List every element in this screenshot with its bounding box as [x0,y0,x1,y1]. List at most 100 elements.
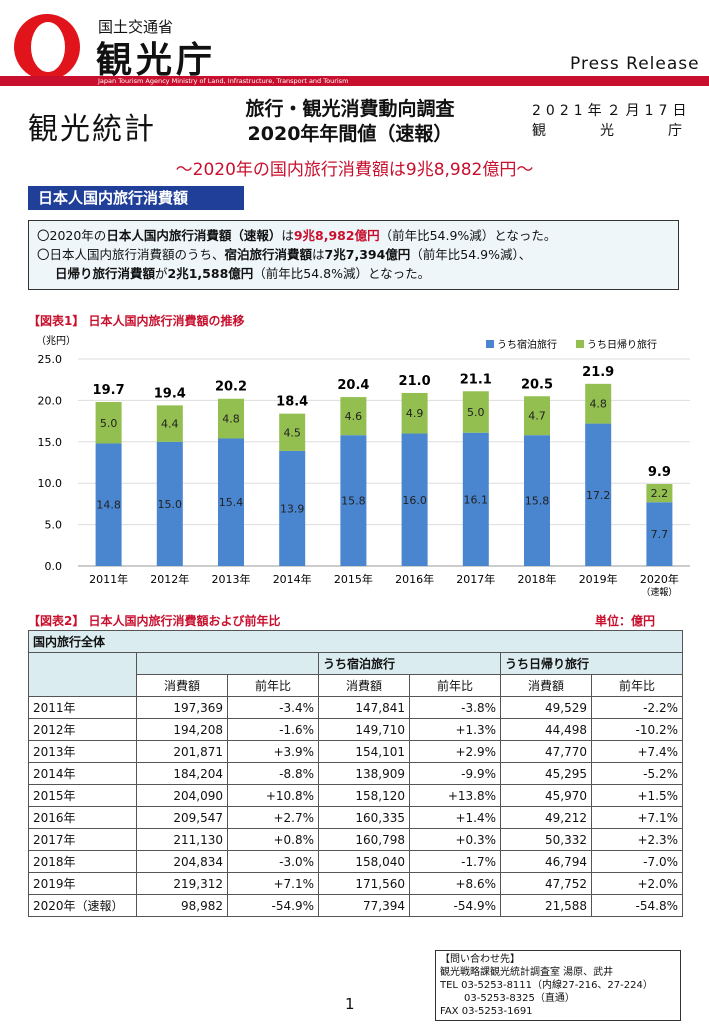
table-cell: 154,101 [318,740,410,763]
contact-line: 03-5253-8325（直通） [464,993,575,1004]
table-cell: -5.2% [591,762,683,785]
col-header: 前年比 [409,674,501,697]
table-cell: -9.9% [409,762,501,785]
contact-line: 観光戦略課観光統計調査室 湯原、武井 [440,967,614,978]
table-row: 2020年（速報） 98,982 -54.9% 77,394 -54.9% 21,588-… [28,894,683,917]
table-cell: +8.6% [409,872,501,895]
x-tick-label: 2016年 [395,572,434,586]
table-cell: +1.4% [409,806,501,829]
x-tick-label: 2015年 [334,572,373,586]
summary-value: 9兆8,982億円 [293,228,380,243]
bar-value-label: 14.8 [96,499,121,512]
bar-total-label: 19.7 [93,383,125,398]
table-cell: 77,394 [318,894,410,917]
table-cell: -2.2% [591,696,683,719]
summary-text: （前年比54.8%減）となった。 [253,266,431,281]
table-cell: 158,120 [318,784,410,807]
table-cell: 201,871 [136,740,228,763]
table-cell: +3.9% [227,740,319,763]
table-cell: 149,710 [318,718,410,741]
table-cell: -54.9% [409,894,501,917]
document-org: 観 光 庁 [532,120,682,140]
bar-value-label: 13.9 [280,502,305,515]
table-cell: +7.1% [591,806,683,829]
bar-total-label: 20.2 [215,380,247,395]
bar-segment [95,443,122,566]
summary-line-1: 〇2020年の日本人国内旅行消費額（速報）は9兆8,982億円（前年比54.9%… [37,226,678,245]
table-cell: -10.2% [591,718,683,741]
bar-value-label: 15.4 [219,496,244,509]
table-cell: 160,335 [318,806,410,829]
legend-swatch [576,340,584,348]
x-tick-label: 2017年 [456,572,495,586]
table-cell: 194,208 [136,718,228,741]
bar-total-label: 21.0 [399,374,431,389]
table-cell: 44,498 [500,718,592,741]
summary-line-2: 〇日本人国内旅行消費額のうち、宿泊旅行消費額は7兆7,394億円（前年比54.9… [37,245,678,264]
row-year: 2011年 [28,696,137,719]
x-tick-label: 2011年 [89,572,128,586]
header-banner [0,76,709,86]
stats-logo: 観光統計 [28,112,156,147]
table-cell: -54.8% [591,894,683,917]
table-group-day: うち日帰り旅行 [500,652,683,675]
table-row: 2016年 209,547 +2.7% 160,335 +1.4% 49,212 +7.1% [28,806,683,829]
table-group-stay: うち宿泊旅行 [318,652,501,675]
y-tick-label: 15.0 [38,436,63,449]
bar-total-label: 21.9 [582,365,614,380]
x-tick-label: 2019年 [579,572,618,586]
bar-segment [279,450,306,566]
row-year: 2013年 [28,740,137,763]
table-cell: 49,529 [500,696,592,719]
table-cell: 46,794 [500,850,592,873]
table-cell: +7.4% [591,740,683,763]
contact-line: 【問い合わせ先】 [440,954,520,965]
y-tick-label: 10.0 [38,477,63,490]
bar-segment [401,392,428,434]
row-year: 2020年（速報） [28,894,137,917]
col-header: 前年比 [227,674,319,697]
table-cell: +2.0% [591,872,683,895]
document-title: 旅行・観光消費動向調査 2020年年間値（速報） [200,97,500,147]
bar-segment [218,398,244,439]
col-header: 消費額 [136,674,228,697]
bar-total-label: 9.9 [648,465,671,480]
summary-bold: 宿泊旅行消費額 [224,247,313,262]
document-date: 2021年２月17日 [532,103,692,119]
table-row: 2012年 194,208 -1.6% 149,710 +1.3% 44,498 -10.2… [28,718,683,741]
bar-total-label: 20.5 [521,377,553,392]
agency-logo [14,14,80,80]
col-header: 前年比 [591,674,683,697]
table-cell: 98,982 [136,894,228,917]
table-cell: -3.8% [409,696,501,719]
bar-value-label: 2.2 [651,487,669,500]
table-cell: 138,909 [318,762,410,785]
summary-text: は [281,228,294,243]
table-row: 2018年 204,834 -3.0% 158,040 -1.7% 46,794 -7.0% [28,850,683,873]
bar-segment [585,423,612,566]
bar-segment [340,397,367,436]
table-cell: 45,295 [500,762,592,785]
table-cell: -1.7% [409,850,501,873]
agency-name: 観光庁 [96,40,217,81]
unit-label: 単位：億円 [595,614,656,628]
y-tick-label: 5.0 [45,519,63,532]
legend-label: うち日帰り旅行 [587,338,657,351]
bar-value-label: 16.1 [464,493,489,506]
bar-value-label: 4.5 [283,426,301,439]
bar-value-label: 17.2 [586,489,611,502]
table-cell: -3.0% [227,850,319,873]
table-cell: +0.8% [227,828,319,851]
bar-segment [462,432,489,566]
table-cell: +1.5% [591,784,683,807]
table-cell: 211,130 [136,828,228,851]
table-row: 2017年 211,130 +0.8% 160,798 +0.3% 50,332 +2.3% [28,828,683,851]
summary-line-3: 日帰り旅行消費額が2兆1,588億円（前年比54.8%減）となった。 [37,264,678,283]
table-cell: 50,332 [500,828,592,851]
bar-segment [524,435,550,566]
summary-text: 〇日本人国内旅行消費額のうち、 [37,247,225,262]
table-cell: 21,588 [500,894,592,917]
bar-total-label: 19.4 [154,386,186,401]
bar-segment [156,405,183,442]
ministry-name: 国土交通省 [98,18,174,36]
